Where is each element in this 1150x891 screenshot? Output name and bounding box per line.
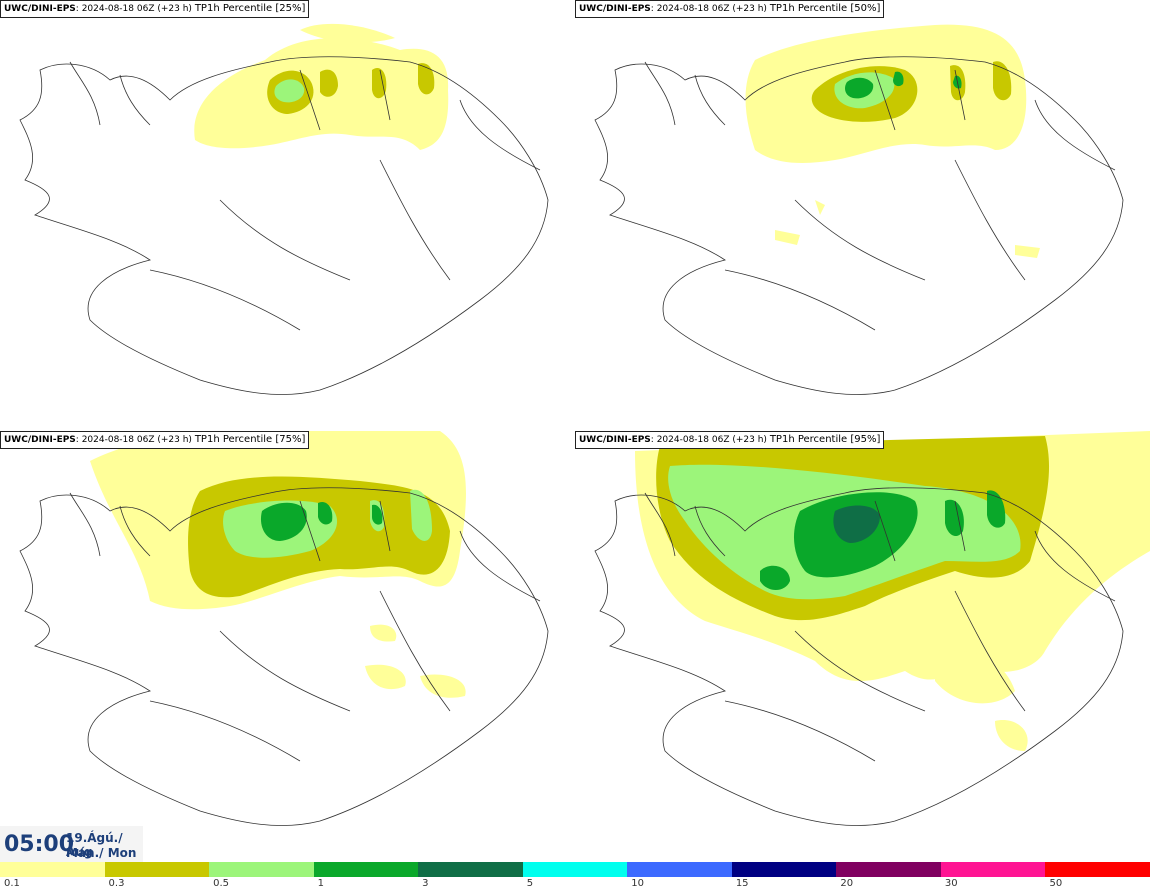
valid-date: 19.Ágú./ Aug <box>66 831 123 859</box>
legend-swatch <box>731 862 837 877</box>
legend-label: 15 <box>735 878 749 889</box>
iceland-coastline <box>594 487 1124 826</box>
panel-title: UWC/DINI-EPS: 2024-08-18 06Z (+23 h) TP1… <box>0 0 310 18</box>
model-name: UWC/DINI-EPS <box>579 4 651 14</box>
legend-label: 0.5 <box>213 878 229 889</box>
legend-label: 0.3 <box>108 878 125 889</box>
legend-label: 3 <box>422 878 429 889</box>
precip-layer <box>194 23 449 150</box>
legend-label: 10 <box>631 878 644 889</box>
precipitation-map <box>19 23 549 395</box>
field-name: TP1h Percentile [50%] <box>769 3 881 14</box>
legend-label: 0.1 <box>4 878 20 889</box>
precip-layer <box>745 24 1040 258</box>
iceland-coastline <box>594 56 1124 395</box>
legend-swatch <box>104 862 210 877</box>
legend-swatch <box>1045 862 1150 877</box>
run-info: 2024-08-18 06Z (+23 h) <box>656 4 767 14</box>
field-name: TP1h Percentile [25%] <box>194 3 306 14</box>
legend-swatch <box>418 862 523 877</box>
field-name: TP1h Percentile [95%] <box>769 434 881 445</box>
run-info: 2024-08-18 06Z (+23 h) <box>81 435 192 445</box>
legend-swatch <box>940 862 1046 877</box>
precip-layer <box>635 431 1150 751</box>
precip-layer <box>90 431 466 698</box>
legend-label: 5 <box>526 878 534 889</box>
precipitation-map <box>594 431 1150 826</box>
legend-label: 1 <box>317 878 324 889</box>
map-panel-p50: UWC/DINI-EPS: 2024-08-18 06Z (+23 h) TP1… <box>575 0 1150 430</box>
model-name: UWC/DINI-EPS <box>4 4 76 14</box>
run-info: 2024-08-18 06Z (+23 h) <box>656 435 767 445</box>
panel-title: UWC/DINI-EPS: 2024-08-18 06Z (+23 h) TP1… <box>0 431 310 449</box>
legend-swatch <box>0 862 105 877</box>
color-legend: 0.1 0.3 0.5 1 3 5 10 15 20 30 50 <box>0 862 1150 891</box>
model-name: UWC/DINI-EPS <box>579 435 651 445</box>
map-panel-p25: UWC/DINI-EPS: 2024-08-18 06Z (+23 h) TP1… <box>0 0 575 430</box>
legend-swatch <box>209 862 314 877</box>
precipitation-map <box>594 24 1124 395</box>
valid-time: 05:00 <box>4 832 75 857</box>
panel-title: UWC/DINI-EPS: 2024-08-18 06Z (+23 h) TP1… <box>575 0 885 18</box>
legend-label: 20 <box>840 878 854 889</box>
precipitation-map <box>19 431 549 826</box>
legend-swatch <box>313 862 419 877</box>
map-panel-p75: UWC/DINI-EPS: 2024-08-18 06Z (+23 h) TP1… <box>0 431 575 861</box>
field-name: TP1h Percentile [75%] <box>194 434 306 445</box>
iceland-coastline <box>19 487 549 826</box>
valid-weekday: Mán./ Mon <box>66 846 137 860</box>
legend-swatch <box>627 862 732 877</box>
legend-swatch <box>836 862 941 877</box>
legend-label: 50 <box>1049 878 1063 889</box>
iceland-coastline <box>19 56 549 395</box>
valid-time-box: 05:00 19.Ágú./ Aug Mán./ Mon <box>0 826 143 862</box>
run-info: 2024-08-18 06Z (+23 h) <box>81 4 192 14</box>
map-panel-p95: UWC/DINI-EPS: 2024-08-18 06Z (+23 h) TP1… <box>575 431 1150 861</box>
model-name: UWC/DINI-EPS <box>4 435 76 445</box>
panel-title: UWC/DINI-EPS: 2024-08-18 06Z (+23 h) TP1… <box>575 431 885 449</box>
legend-swatch <box>522 862 628 877</box>
legend-label: 30 <box>944 878 958 889</box>
